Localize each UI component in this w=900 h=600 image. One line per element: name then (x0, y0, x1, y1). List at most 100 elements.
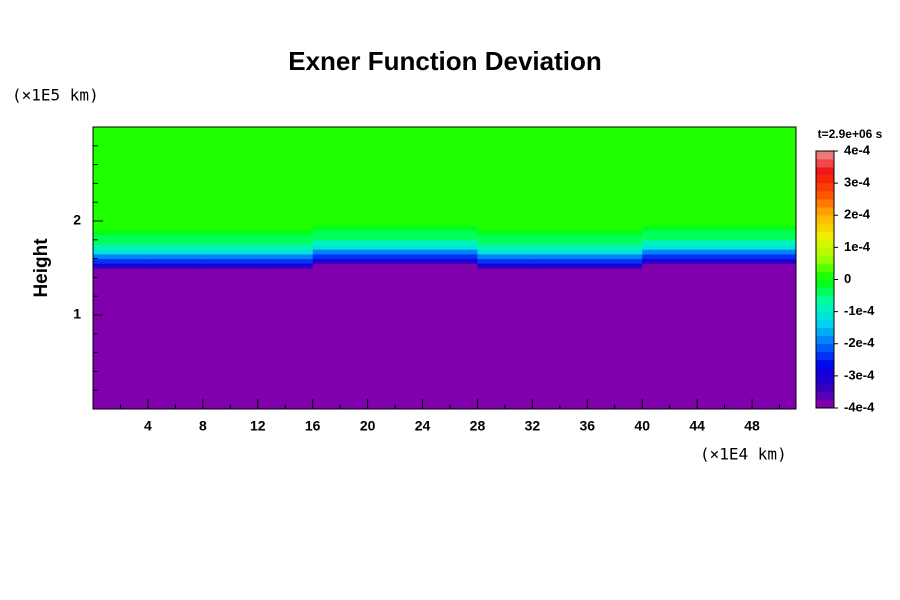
contour-cell (477, 249, 533, 255)
contour-cell (752, 272, 797, 278)
contour-cell (532, 216, 588, 222)
contour-cell (587, 206, 643, 213)
contour-cell (752, 239, 797, 245)
colorbar-band (816, 391, 834, 401)
contour-cell (697, 277, 753, 410)
contour-cell (752, 235, 797, 241)
contour-cell (587, 244, 643, 250)
contour-cell (752, 277, 797, 410)
colorbar-band (816, 383, 834, 393)
x-tick-label: 20 (360, 418, 376, 434)
colorbar-band (816, 239, 834, 248)
contour-cell (257, 263, 314, 269)
contour-cell (697, 244, 753, 250)
contour-cell (312, 239, 369, 245)
x-tick-label: 28 (470, 418, 486, 434)
contour-cell (367, 221, 424, 227)
contour-cell (477, 216, 533, 222)
contour-cell (312, 277, 369, 410)
contour-cell (312, 221, 369, 227)
contour-cell (752, 249, 797, 255)
colorbar-band (816, 191, 834, 200)
colorbar-band (816, 263, 834, 272)
contour-cell (587, 127, 643, 208)
contour-cell (752, 258, 797, 264)
contour-cell (147, 249, 204, 255)
contour-cell (257, 127, 314, 208)
contour-cell (367, 268, 424, 274)
contour-cell (532, 258, 588, 264)
contour-cell (642, 268, 698, 274)
contour-cell (93, 230, 149, 236)
contour-cell (422, 127, 478, 208)
contour-cell (477, 253, 533, 260)
contour-cell (752, 244, 797, 250)
contour-cell (93, 239, 149, 245)
colorbar-band (816, 311, 834, 320)
contour-cell (312, 225, 369, 231)
contour-cell (367, 235, 424, 241)
contour-cell (697, 225, 753, 231)
x-tick-label: 8 (199, 418, 207, 434)
contour-cell (752, 268, 797, 274)
contour-cell (367, 258, 424, 264)
contour-cell (477, 235, 533, 241)
contour-cell (697, 235, 753, 241)
contour-cell (642, 239, 698, 245)
contour-cell (642, 244, 698, 250)
contour-cell (477, 263, 533, 269)
contour-cell (202, 263, 259, 269)
contour-cell (202, 249, 259, 255)
contour-cell (367, 263, 424, 269)
contour-cell (697, 230, 753, 236)
contour-cell (642, 216, 698, 222)
x-unit: (×1E4 km) (700, 445, 787, 464)
contour-cell (202, 225, 259, 231)
contour-cell (257, 272, 314, 278)
contour-cell (697, 249, 753, 255)
x-tick-label: 24 (415, 418, 431, 434)
contour-cell (257, 244, 314, 250)
contour-cell (367, 249, 424, 255)
contour-cell (642, 249, 698, 255)
contour-cell (697, 268, 753, 274)
contour-cell (642, 272, 698, 278)
y-tick-label: 1 (73, 306, 81, 322)
contour-cell (422, 216, 478, 222)
contour-cell (752, 216, 797, 222)
x-tick-label: 12 (250, 418, 266, 434)
contour-cell (532, 244, 588, 250)
contour-cell (697, 216, 753, 222)
contour-cell (93, 225, 149, 231)
contour-cell (202, 211, 259, 217)
contour-cell (642, 127, 698, 208)
contour-cell (147, 230, 204, 236)
contour-cell (93, 272, 149, 278)
contour-cell (422, 235, 478, 241)
contour-cell (93, 249, 149, 255)
contour-cell (202, 253, 259, 260)
contour-cell (642, 225, 698, 231)
contour-cell (422, 268, 478, 274)
x-tick-label: 32 (525, 418, 541, 434)
contour-cell (752, 263, 797, 269)
contour-cell (147, 244, 204, 250)
contour-cell (367, 253, 424, 260)
contour-cell (642, 211, 698, 217)
contour-cell (147, 277, 204, 410)
colorbar-band (816, 183, 834, 192)
contour-cell (367, 244, 424, 250)
colorbar-tick-label: 1e-4 (844, 239, 871, 254)
x-tick-label: 48 (744, 418, 760, 434)
colorbar-band (816, 167, 834, 176)
contour-cell (422, 239, 478, 245)
contour-cell (532, 253, 588, 260)
contour-cell (312, 258, 369, 264)
contour-cell (367, 216, 424, 222)
contour-cell (642, 277, 698, 410)
contour-cell (477, 127, 533, 208)
contour-cell (422, 277, 478, 410)
contour-cell (477, 272, 533, 278)
colorbar-band (816, 223, 834, 232)
contour-cell (752, 230, 797, 236)
